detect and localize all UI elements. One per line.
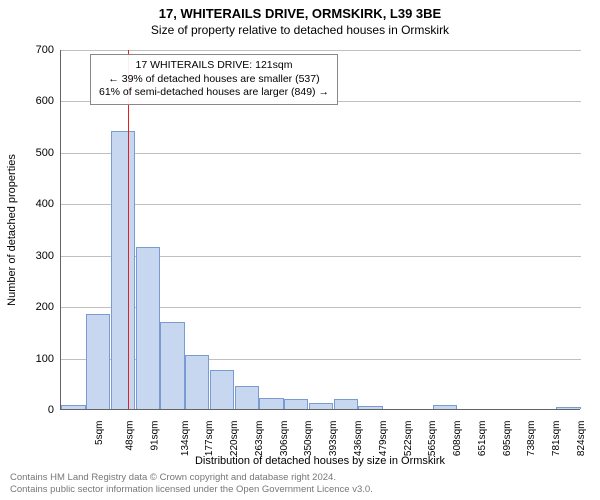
footer-attribution: Contains HM Land Registry data © Crown c… [10, 472, 373, 496]
histogram-bar [235, 386, 259, 409]
x-tick-label: 522sqm [403, 421, 414, 457]
y-tick-label: 200 [14, 301, 54, 313]
x-tick-label: 177sqm [205, 421, 216, 457]
x-tick-label: 306sqm [279, 421, 290, 457]
x-tick-label: 48sqm [125, 421, 136, 451]
histogram-bar [61, 405, 85, 409]
histogram-bar [259, 398, 283, 409]
histogram-bar [284, 399, 308, 409]
y-tick-label: 0 [14, 404, 54, 416]
chart-subtitle: Size of property relative to detached ho… [0, 21, 600, 37]
y-tick-label: 500 [14, 147, 54, 159]
x-tick-label: 91sqm [149, 421, 160, 451]
y-tick-label: 400 [14, 198, 54, 210]
histogram-bar [358, 406, 382, 409]
x-tick-label: 263sqm [254, 421, 265, 457]
x-tick-label: 393sqm [328, 421, 339, 457]
callout-box: 17 WHITERAILS DRIVE: 121sqm ← 39% of det… [90, 54, 338, 105]
histogram-bar [160, 322, 184, 409]
x-tick-label: 220sqm [229, 421, 240, 457]
gridline [61, 153, 581, 154]
x-tick-label: 651sqm [477, 421, 488, 457]
callout-line-3: 61% of semi-detached houses are larger (… [99, 86, 329, 100]
y-tick-label: 300 [14, 250, 54, 262]
x-tick-label: 738sqm [526, 421, 537, 457]
x-tick-label: 608sqm [452, 421, 463, 457]
y-tick-label: 600 [14, 95, 54, 107]
histogram-bar [111, 131, 135, 409]
gridline [61, 50, 581, 51]
gridline [61, 204, 581, 205]
x-axis-label: Distribution of detached houses by size … [60, 455, 580, 467]
histogram-bar [210, 370, 234, 409]
histogram-bar [86, 314, 110, 409]
histogram-bar [185, 355, 209, 409]
x-tick-label: 781sqm [551, 421, 562, 457]
histogram-bar [334, 399, 358, 409]
x-tick-label: 436sqm [353, 421, 364, 457]
x-tick-label: 479sqm [378, 421, 389, 457]
histogram-bar [136, 247, 160, 409]
footer-line-1: Contains HM Land Registry data © Crown c… [10, 472, 373, 484]
x-tick-label: 5sqm [94, 421, 105, 445]
chart-area: Number of detached properties Distributi… [60, 50, 580, 410]
x-tick-label: 565sqm [427, 421, 438, 457]
x-tick-label: 134sqm [180, 421, 191, 457]
y-tick-label: 700 [14, 44, 54, 56]
callout-line-1: 17 WHITERAILS DRIVE: 121sqm [99, 59, 329, 73]
histogram-bar [556, 407, 580, 409]
y-axis-label: Number of detached properties [6, 154, 18, 306]
footer-line-2: Contains public sector information licen… [10, 484, 373, 496]
x-tick-label: 695sqm [502, 421, 513, 457]
x-tick-label: 350sqm [304, 421, 315, 457]
address-title: 17, WHITERAILS DRIVE, ORMSKIRK, L39 3BE [0, 0, 600, 21]
x-tick-label: 824sqm [576, 421, 587, 457]
histogram-bar [309, 403, 333, 409]
callout-line-2: ← 39% of detached houses are smaller (53… [99, 73, 329, 87]
histogram-bar [433, 405, 457, 409]
y-tick-label: 100 [14, 353, 54, 365]
